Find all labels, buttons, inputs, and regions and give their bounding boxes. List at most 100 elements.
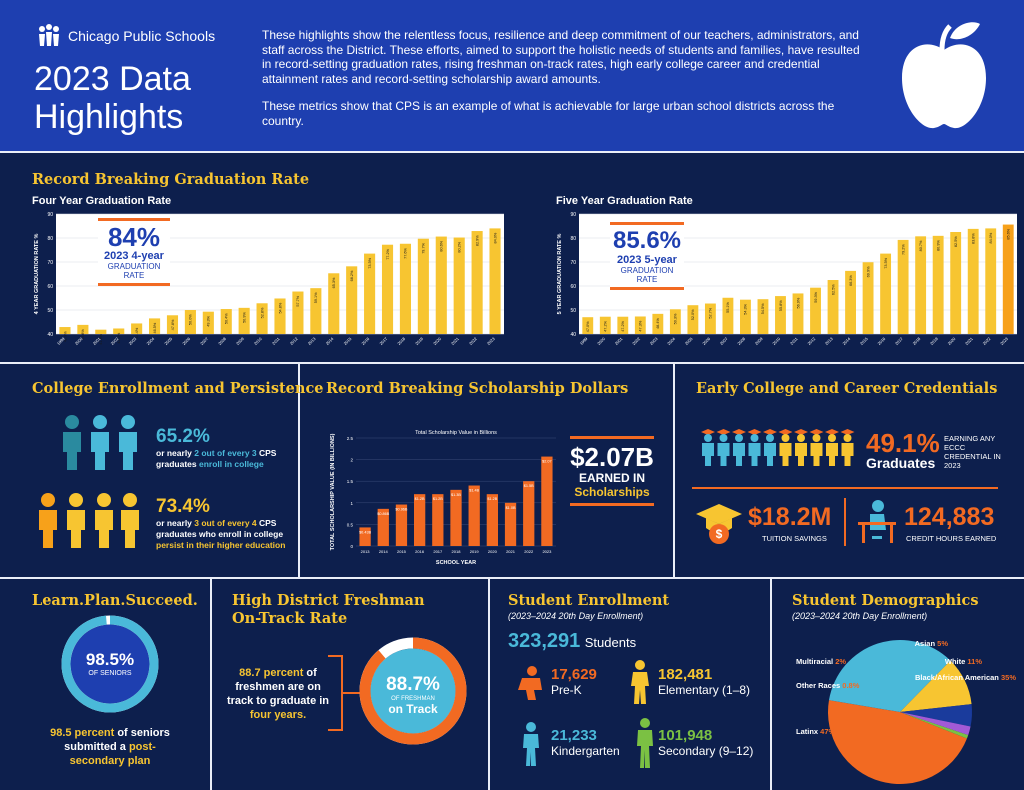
bar xyxy=(414,494,426,546)
x-tick-label: 2023 xyxy=(542,549,552,554)
bar xyxy=(417,238,429,334)
enrollment-secondary-label: Secondary (9–12) xyxy=(658,744,754,758)
eccc-divider xyxy=(692,487,998,489)
ring-progress xyxy=(61,615,159,713)
bar-data-label: 50.9% xyxy=(242,312,246,323)
ontrack-ring-label: 88.7% OF FRESHMAN on Track xyxy=(358,674,468,716)
x-tick-label: 2001 xyxy=(614,336,624,346)
bar xyxy=(435,236,447,334)
graduate-icon-head xyxy=(812,434,821,442)
header-banner: Chicago Public Schools 2023 Data Highlig… xyxy=(0,0,1024,152)
bar-data-label: 43.8% xyxy=(81,329,85,340)
x-tick-label: 2010 xyxy=(771,336,781,346)
x-tick-label: 2012 xyxy=(806,336,816,346)
bar-data-label: 42.9% xyxy=(63,331,67,342)
x-tick-label: 2021 xyxy=(964,336,974,346)
pie-slice-asian xyxy=(900,704,972,727)
bar-data-label: 42.3% xyxy=(117,332,121,343)
x-tick-label: 2013 xyxy=(824,336,834,346)
person-icon-head xyxy=(65,415,79,429)
bar xyxy=(432,494,444,546)
person-icon-body xyxy=(67,510,85,548)
bar xyxy=(113,328,125,334)
x-tick-label: 2014 xyxy=(325,336,335,346)
bar-data-label: 59.3% xyxy=(814,291,818,302)
x-tick-label: 2014 xyxy=(841,336,851,346)
x-tick-label: 2007 xyxy=(199,336,209,346)
ring-inner xyxy=(70,624,150,704)
bar-data-label: 52.0% xyxy=(691,309,695,320)
college-stat-1: 65.2% or nearly 2 out of every 3 CPS gra… xyxy=(156,426,291,470)
bar xyxy=(328,273,340,334)
chart-title: Total Scholarship Value in Billions xyxy=(415,430,497,436)
bar-data-label: 57.7% xyxy=(296,295,300,306)
divider xyxy=(0,362,1024,364)
scholarship-callout: $2.07B EARNED IN Scholarships xyxy=(570,436,654,506)
x-tick-label: 2000 xyxy=(74,336,84,346)
student-desk-icon xyxy=(858,500,896,543)
children-logo-icon xyxy=(39,24,59,46)
bar xyxy=(582,317,594,334)
bar xyxy=(77,324,89,334)
five-year-callout-sublabel: GRADUATION RATE xyxy=(620,266,674,284)
bar-data-label: $2.07 xyxy=(542,460,552,464)
ontrack-title-line-2: On-Track Rate xyxy=(232,610,348,627)
grad-cap-icon xyxy=(809,429,824,435)
y-axis-label: TOTAL SCHOLARSHIP VALUE (IN BILLIONS) xyxy=(330,433,336,550)
bar-data-label: 79.7% xyxy=(422,242,426,253)
divider xyxy=(210,579,212,790)
x-tick-label: 2010 xyxy=(253,336,263,346)
bar-data-label: 69.9% xyxy=(866,266,870,277)
enrollment-total-label: Students xyxy=(584,635,637,650)
people-icon-group-yellow xyxy=(39,493,139,548)
credit-hours-value: 124,883 xyxy=(904,503,995,531)
eccc-vertical-divider xyxy=(844,498,846,546)
x-tick-label: 2019 xyxy=(414,336,424,346)
grad-cap-icon xyxy=(794,429,808,435)
ontrack-ring xyxy=(359,637,467,745)
bar xyxy=(792,293,804,334)
bar-data-label: 82.9% xyxy=(475,235,479,246)
cps-logo[interactable]: Chicago Public Schools xyxy=(36,24,215,48)
enrollment-prek: 17,629 Pre-K xyxy=(551,666,597,697)
bar xyxy=(377,508,389,546)
divider xyxy=(0,151,1024,153)
y-tick-label: 1.5 xyxy=(347,479,354,484)
ontrack-title-line-1: High District Freshman xyxy=(232,592,425,609)
enrollment-subtitle: (2023–2024 20th Day Enrollment) xyxy=(508,611,644,621)
bar-data-label: $1.5B xyxy=(524,484,534,488)
eccc-percent: 49.1% xyxy=(866,428,940,458)
grad-cap-icon xyxy=(701,429,715,435)
intro-paragraph-2: These metrics show that CPS is an exampl… xyxy=(262,99,835,128)
enrollment-section-title: Student Enrollment xyxy=(508,592,670,609)
people-icon-group-blue xyxy=(63,415,137,470)
bar-data-label: $0.43B xyxy=(359,530,372,534)
demographics-subtitle: (2023–2024 20th Day Enrollment) xyxy=(792,611,928,621)
demographics-section-title: Student Demographics xyxy=(792,592,979,609)
bar-data-label: 54.8% xyxy=(278,302,282,313)
kindergarten-child-icon xyxy=(523,722,539,766)
bar xyxy=(364,253,376,334)
person-icon-body xyxy=(121,510,139,548)
college-section-title: College Enrollment and Persistence xyxy=(32,380,324,397)
x-tick-label: 2013 xyxy=(361,549,371,554)
y-tick-label: 70 xyxy=(47,260,53,266)
x-tick-label: 2000 xyxy=(596,336,606,346)
lps-text-a: 98.5 percent xyxy=(50,727,115,739)
tuition-savings-value: $18.2M xyxy=(748,503,832,531)
college-stat-1-text-a: or nearly xyxy=(156,448,195,458)
bar-data-label: 52.7% xyxy=(709,307,713,318)
bar-data-label: $1.4B xyxy=(469,489,479,493)
lps-text-c: post-secondary plan xyxy=(69,741,156,767)
bar-data-label: 47.8% xyxy=(171,319,175,330)
bar xyxy=(880,253,892,334)
intro-text: These highlights show the relentless foc… xyxy=(262,28,872,141)
x-tick-label: 2005 xyxy=(684,336,694,346)
x-tick-label: 2021 xyxy=(506,549,516,554)
ring-progress xyxy=(359,637,467,745)
x-tick-label: 2019 xyxy=(929,336,939,346)
college-stat-1-text-c: CPS graduates xyxy=(156,448,277,469)
divider xyxy=(770,579,772,790)
y-tick-label: 60 xyxy=(570,284,576,290)
pie-slice-multiracial xyxy=(900,712,971,736)
